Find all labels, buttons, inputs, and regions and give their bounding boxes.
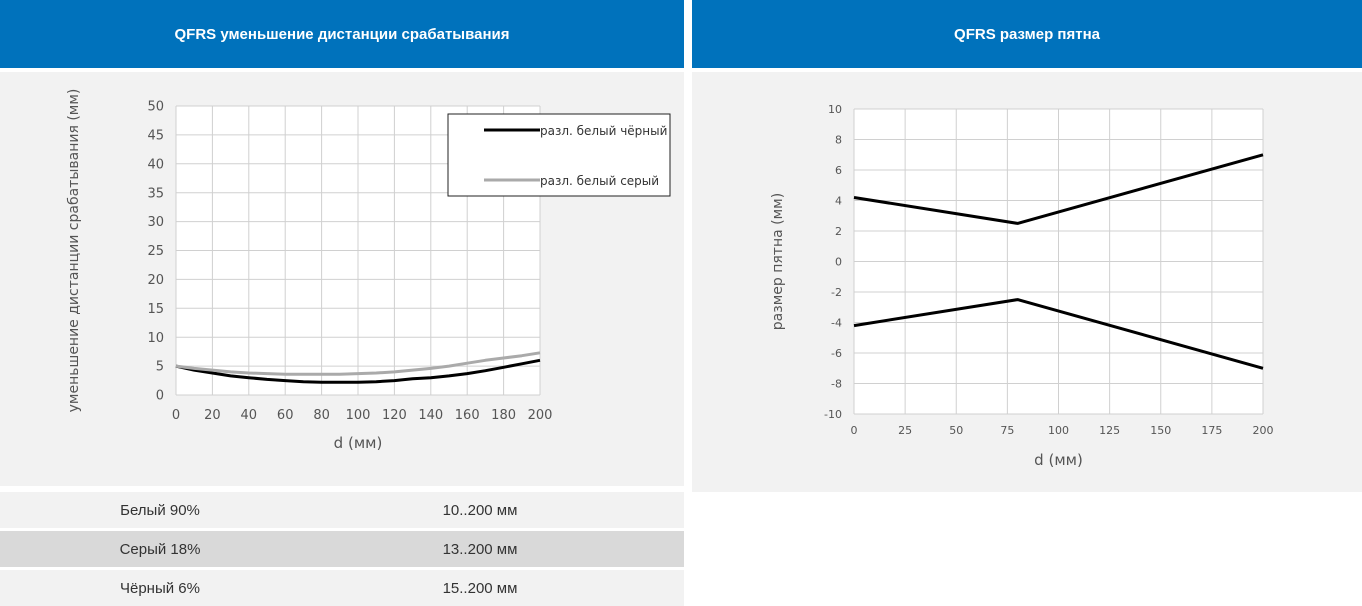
y-tick-label: 10: [828, 103, 842, 116]
x-tick-label: 40: [241, 408, 258, 423]
x-tick-label: 80: [313, 408, 330, 423]
x-tick-label: 25: [898, 424, 912, 437]
x-axis-label: d (мм): [1034, 451, 1083, 469]
x-tick-label: 100: [1048, 424, 1069, 437]
y-tick-label: -6: [831, 347, 842, 360]
x-tick-label: 180: [491, 408, 516, 423]
legend-label-2: разл. белый серый: [540, 174, 659, 188]
x-tick-label: 0: [851, 424, 858, 437]
legend-box: [447, 113, 671, 197]
left-chart-panel: 0 20 40 60 80 100 120 140 160 180 200 0 5 10 15 20 25 30 3…: [0, 72, 684, 486]
x-tick-label: 160: [455, 408, 480, 423]
right-panel-header: QFRS размер пятна: [692, 0, 1362, 68]
y-tick-label: 10: [147, 331, 164, 346]
y-tick-label: 0: [835, 255, 842, 268]
y-tick-label: 6: [835, 164, 842, 177]
y-tick-label: 4: [835, 194, 842, 207]
y-tick-label: 45: [147, 128, 164, 143]
y-tick-label: -4: [831, 316, 842, 329]
y-tick-label: 25: [147, 244, 164, 259]
x-tick-label: 200: [528, 408, 553, 423]
spec-label-white: Белый 90%: [120, 502, 200, 519]
spec-label-black: Чёрный 6%: [120, 580, 200, 597]
y-tick-label: -8: [831, 377, 842, 390]
y-tick-label: 8: [835, 133, 842, 146]
series-line-1: [853, 153, 1264, 225]
series-line-1: [175, 358, 541, 384]
y-tick-label: -2: [831, 286, 842, 299]
y-axis-label: размер пятна (мм): [770, 193, 786, 330]
legend-label-1: разл. белый чёрный: [540, 124, 667, 138]
detection-distance-chart: 0 20 40 60 80 100 120 140 160 180 200 0 5 10 15 20 25 30 3…: [66, 89, 671, 452]
y-tick-label: 2: [835, 225, 842, 238]
x-tick-label: 75: [1000, 424, 1014, 437]
right-chart-panel: 0 25 50 75 100 125 150 175 200 -10 -8 -6 -4 -2 0 2 4 6 8 10…: [692, 72, 1362, 492]
x-tick-label: 200: [1253, 424, 1274, 437]
spec-label-gray: Серый 18%: [119, 541, 201, 558]
x-tick-label: 20: [204, 408, 221, 423]
spec-row-white: Белый 90% 10..200 мм: [0, 492, 684, 528]
spec-row-black: Чёрный 6% 15..200 мм: [0, 570, 684, 606]
spot-size-chart: 0 25 50 75 100 125 150 175 200 -10 -8 -6 -4 -2 0 2 4 6 8 10…: [770, 103, 1274, 469]
series-line-2: [853, 298, 1264, 370]
spec-row-gray: Серый 18% 13..200 мм: [0, 531, 684, 567]
x-axis-label: d (мм): [334, 434, 383, 452]
left-panel-header: QFRS уменьшение дистанции срабатывания: [0, 0, 684, 68]
y-tick-label: 30: [147, 215, 164, 230]
y-axis-label: уменьшение дистанции срабатывания (мм): [66, 89, 82, 413]
y-tick-label: 50: [147, 100, 164, 115]
y-tick-label: -10: [824, 408, 842, 421]
spec-value-white: 10..200 мм: [442, 502, 518, 519]
x-tick-label: 140: [418, 408, 443, 423]
x-tick-label: 60: [277, 408, 294, 423]
x-tick-label: 150: [1150, 424, 1171, 437]
right-panel-title: QFRS размер пятна: [954, 25, 1100, 43]
y-tick-label: 15: [147, 302, 164, 317]
x-tick-label: 50: [949, 424, 963, 437]
spec-value-gray: 13..200 мм: [442, 541, 518, 558]
y-tick-label: 35: [147, 186, 164, 201]
x-tick-label: 120: [382, 408, 407, 423]
series-line-2: [175, 351, 541, 376]
x-tick-label: 0: [172, 408, 180, 423]
y-tick-label: 0: [156, 389, 164, 404]
x-tick-label: 175: [1201, 424, 1222, 437]
y-tick-label: 40: [147, 157, 164, 172]
left-panel-title: QFRS уменьшение дистанции срабатывания: [174, 25, 510, 43]
y-tick-label: 5: [156, 360, 164, 375]
x-tick-label: 100: [346, 408, 371, 423]
x-tick-label: 125: [1099, 424, 1120, 437]
y-tick-label: 20: [147, 273, 164, 288]
spec-value-black: 15..200 мм: [442, 580, 518, 597]
